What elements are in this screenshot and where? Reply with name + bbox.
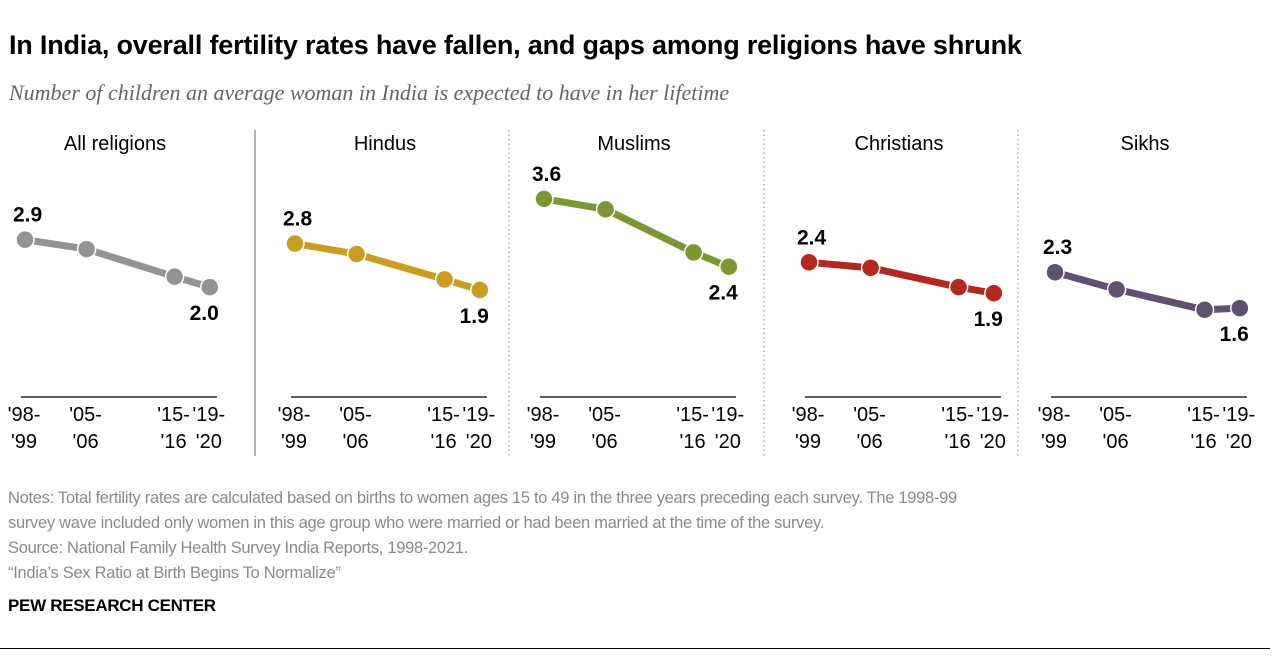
- x-tick-label: '16: [161, 431, 187, 453]
- x-tick-label: '19-: [976, 404, 1009, 426]
- x-tick-label: '20: [196, 431, 222, 453]
- x-tick-label: '20: [715, 431, 741, 453]
- data-point: [534, 189, 554, 209]
- data-point: [799, 252, 819, 273]
- chart-subtitle: Number of children an average woman in I…: [9, 80, 730, 105]
- x-tick-label: '15-: [427, 404, 460, 426]
- x-tick-label: '99: [530, 431, 556, 453]
- panel-muslims: Muslims '98- '99 '05- '06 '15- '16'19- '20 3.6 2.…: [527, 133, 745, 453]
- x-tick-label: '19-: [711, 404, 744, 426]
- data-point: [984, 283, 1004, 303]
- x-tick-label: '15-: [157, 404, 190, 426]
- brand-logo-text: PEW RESEARCH CENTER: [8, 596, 216, 615]
- data-label-first: 3.6: [532, 163, 561, 186]
- data-point: [1194, 300, 1215, 320]
- data-point: [164, 266, 185, 287]
- data-point: [948, 277, 969, 297]
- x-tick-label: '16: [945, 431, 971, 453]
- x-tick-label: '98-: [527, 404, 560, 426]
- bottom-rule: [0, 648, 1270, 649]
- x-tick-label: '05-: [588, 404, 621, 426]
- data-point: [719, 256, 739, 277]
- series-line: [808, 258, 995, 297]
- data-label-first: 2.4: [797, 226, 827, 249]
- x-tick-label: '15-: [676, 404, 709, 426]
- data-label-last: 2.0: [190, 302, 219, 325]
- x-tick-label: '06: [592, 431, 618, 453]
- x-tick-label: '20: [466, 431, 492, 453]
- x-tick-label: '98-: [278, 404, 311, 426]
- x-tick-label: '20: [1226, 431, 1252, 453]
- series-line: [543, 195, 731, 270]
- x-tick-label: '06: [343, 431, 369, 453]
- x-tick-label: '99: [11, 431, 37, 453]
- data-label-last: 1.9: [460, 305, 489, 328]
- x-tick-label: '98-: [8, 404, 41, 426]
- data-point: [200, 277, 220, 297]
- data-label-last: 1.6: [1220, 323, 1249, 346]
- x-tick-label: '98-: [1038, 404, 1071, 426]
- x-tick-label: '99: [281, 431, 307, 453]
- data-point: [470, 280, 490, 300]
- series-line: [1054, 268, 1240, 314]
- data-point: [595, 199, 616, 220]
- data-label-last: 1.9: [974, 308, 1003, 331]
- data-label-last: 2.4: [709, 282, 739, 305]
- source-line: Source: National Family Health Survey In…: [8, 539, 468, 557]
- panel-title: Christians: [855, 133, 944, 155]
- data-label-first: 2.8: [283, 208, 313, 231]
- data-point: [1106, 279, 1127, 300]
- x-tick-label: '19-: [462, 404, 495, 426]
- data-label-first: 2.3: [1043, 236, 1072, 259]
- data-point: [434, 269, 455, 290]
- x-tick-label: '19-: [1222, 404, 1255, 426]
- panel-title: Hindus: [354, 133, 416, 155]
- data-point: [860, 258, 881, 278]
- x-tick-label: '06: [1103, 431, 1129, 453]
- data-point: [1230, 298, 1250, 318]
- data-point: [346, 244, 367, 264]
- x-tick-label: '06: [857, 431, 883, 453]
- x-tick-label: '15-: [941, 404, 974, 426]
- panel-sikhs: Sikhs '98- '99 '05- '06 '15- '16'19- '20 2.3 1.6: [1038, 133, 1256, 453]
- x-tick-label: '16: [1191, 431, 1217, 453]
- x-tick-label: '05-: [339, 404, 372, 426]
- x-tick-label: '05-: [853, 404, 886, 426]
- x-tick-label: '98-: [792, 404, 825, 426]
- x-tick-label: '15-: [1187, 404, 1220, 426]
- data-point: [76, 239, 97, 259]
- chart-title: In India, overall fertility rates have f…: [9, 30, 1022, 60]
- data-point: [285, 233, 305, 254]
- panel-title: Muslims: [597, 133, 670, 155]
- x-tick-label: '19-: [192, 404, 225, 426]
- x-tick-label: '16: [680, 431, 706, 453]
- panel-title: Sikhs: [1121, 133, 1170, 155]
- x-tick-label: '05-: [69, 404, 102, 426]
- x-tick-label: '99: [795, 431, 821, 453]
- small-multiples-chart: All religions'98-'99'05-'06'15-'16'19-'2…: [8, 130, 1256, 456]
- note-line: survey wave included only women in this …: [8, 514, 824, 532]
- note-line: Notes: Total fertility rates are calcula…: [8, 489, 957, 507]
- series-line: [24, 236, 211, 291]
- x-tick-label: '16: [431, 431, 457, 453]
- panel-all-religions: All religions '98- '99 '05- '06 '15- '16'19- '2…: [8, 133, 226, 453]
- x-tick-label: '05-: [1099, 404, 1132, 426]
- series-line: [294, 240, 481, 294]
- report-title-line: “India’s Sex Ratio at Birth Begins To No…: [8, 564, 341, 582]
- data-point: [683, 242, 704, 263]
- x-tick-label: '20: [980, 431, 1006, 453]
- panel-title: All religions: [64, 133, 166, 155]
- panel-hindus: Hindus '98- '99 '05- '06 '15- '16'19- '20 2.8 1.9: [278, 133, 496, 453]
- x-tick-label: '99: [1041, 431, 1067, 453]
- data-point: [15, 229, 35, 250]
- notes: Notes: Total fertility rates are calcula…: [8, 486, 957, 586]
- data-point: [1045, 262, 1065, 282]
- data-label-first: 2.9: [13, 204, 42, 227]
- panel-christians: Christians '98- '99 '05- '06 '15- '16'19- '20 2.…: [792, 133, 1010, 453]
- x-tick-label: '06: [73, 431, 99, 453]
